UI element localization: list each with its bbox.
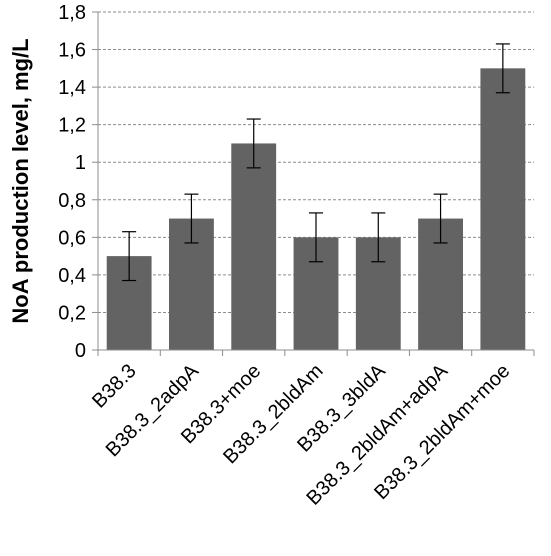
y-tick-label: 0,4 [58, 265, 86, 287]
y-tick-label: 1,4 [58, 77, 86, 99]
y-tick-label: 1,6 [58, 40, 86, 62]
y-tick-label: 0 [75, 340, 86, 362]
y-tick-labels: 0 0,2 0,4 0,6 0,8 1 1,2 1,4 1,6 1,8 [58, 2, 86, 362]
bar [480, 68, 526, 350]
y-tick-label: 1,8 [58, 2, 86, 24]
bar [231, 143, 277, 350]
y-tick-label: 1 [75, 152, 86, 174]
x-category-labels: B38.3B38.3_2adpAB38.3+moeB38.3_2bldAmB38… [88, 360, 514, 510]
y-tick-label: 0,2 [58, 302, 86, 324]
x-category-label: B38.3 [88, 360, 141, 413]
y-tick-label: 0,8 [58, 190, 86, 212]
y-tick-label: 0,6 [58, 227, 86, 249]
bars [106, 68, 526, 350]
error-bars [122, 43, 510, 282]
y-axis-title: NoA production level, mg/L [8, 38, 33, 323]
axes [97, 12, 534, 351]
y-tick-label: 1,2 [58, 115, 86, 137]
